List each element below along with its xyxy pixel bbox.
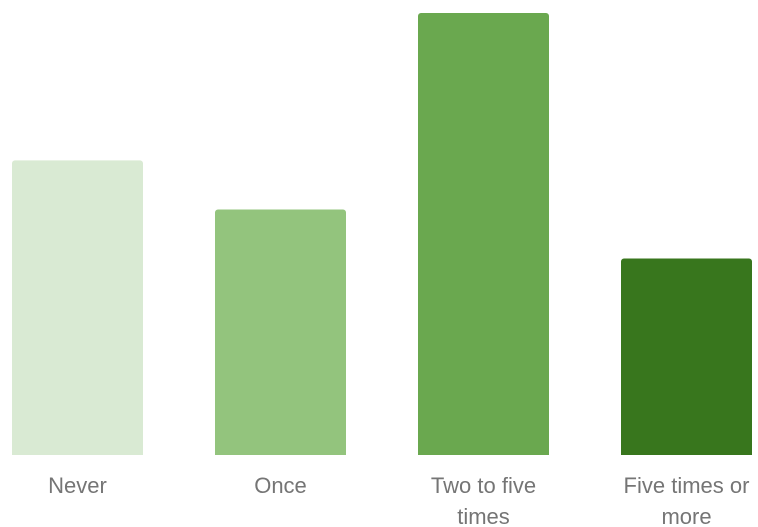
- category-label-line: Once: [254, 473, 307, 498]
- category-label-line: times: [457, 504, 510, 527]
- bar-base-1: [215, 451, 346, 455]
- category-label-3: Five times or more: [624, 473, 750, 527]
- bar-2: [418, 13, 549, 455]
- category-label-1: Once: [254, 473, 307, 498]
- bar-base-0: [12, 451, 143, 455]
- category-label-line: Never: [48, 473, 107, 498]
- category-label-line: Two to five: [431, 473, 536, 498]
- category-label-0: Never: [48, 473, 107, 498]
- category-label-line: Five times or: [624, 473, 750, 498]
- bar-0: [12, 160, 143, 455]
- category-labels: Never Once Two to five times Five times or mo…: [48, 473, 749, 527]
- bar-base-3: [621, 451, 752, 455]
- bar-3: [621, 259, 752, 455]
- bars-layer: [12, 13, 752, 455]
- category-label-2: Two to five times: [431, 473, 536, 527]
- category-label-line: more: [661, 504, 711, 527]
- bar-1: [215, 209, 346, 455]
- bar-base-2: [418, 451, 549, 455]
